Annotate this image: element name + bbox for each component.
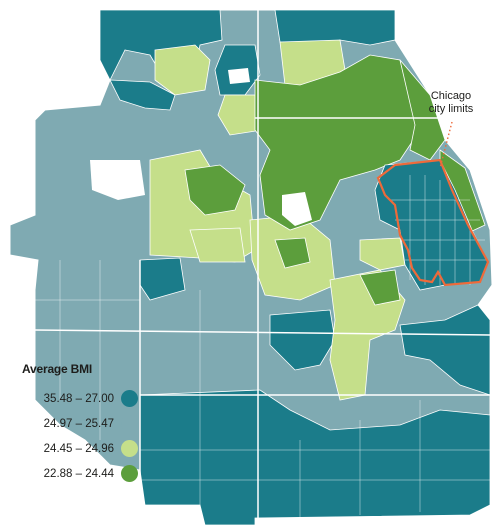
zone-dark-teal-south-central [269, 309, 336, 371]
county-lines [34, 10, 491, 518]
legend-title: Average BMI [22, 362, 93, 376]
legend-label: 35.48 – 27.00 [43, 392, 114, 405]
legend-swatch [121, 440, 138, 457]
zone-light-green-westmid [217, 94, 263, 136]
zone-green-west-2 [274, 237, 311, 269]
zone-green-north-central [254, 54, 421, 231]
legend-label: 24.97 – 25.47 [43, 417, 114, 430]
legend-item: 24.45 – 24.96 [18, 436, 138, 461]
legend-item: 22.88 – 24.44 [18, 461, 138, 486]
zone-dark-teal-south [139, 389, 491, 526]
zone-light-green-southwest [189, 227, 246, 263]
no-data-area-2 [282, 192, 312, 226]
chicago-city-limits [376, 158, 490, 287]
zone-light-green-north [154, 44, 211, 96]
zone-green-west [184, 164, 246, 216]
no-data-area-1 [90, 160, 145, 200]
zone-dark-teal-west [109, 79, 176, 111]
legend: Average BMI 35.48 – 27.00 24.97 – 25.47 … [18, 362, 138, 486]
annotation-line-1: Chicago [430, 90, 472, 102]
legend-item: 35.48 – 27.00 [18, 386, 138, 411]
zone-green-south-west [359, 269, 401, 306]
annotation-line-2: city limits [428, 103, 474, 115]
legend-label: 24.45 – 24.96 [43, 442, 114, 455]
legend-swatch [121, 390, 138, 407]
no-data-area-3 [228, 68, 250, 84]
chicago-city-limits-label: Chicago city limits [421, 90, 481, 116]
legend-swatch [121, 415, 138, 432]
legend-item: 24.97 – 25.47 [18, 411, 138, 436]
legend-label: 22.88 – 24.44 [43, 467, 114, 480]
zone-light-green-east [359, 237, 406, 271]
legend-swatch [121, 465, 138, 482]
zone-green-north-shore [399, 59, 446, 161]
